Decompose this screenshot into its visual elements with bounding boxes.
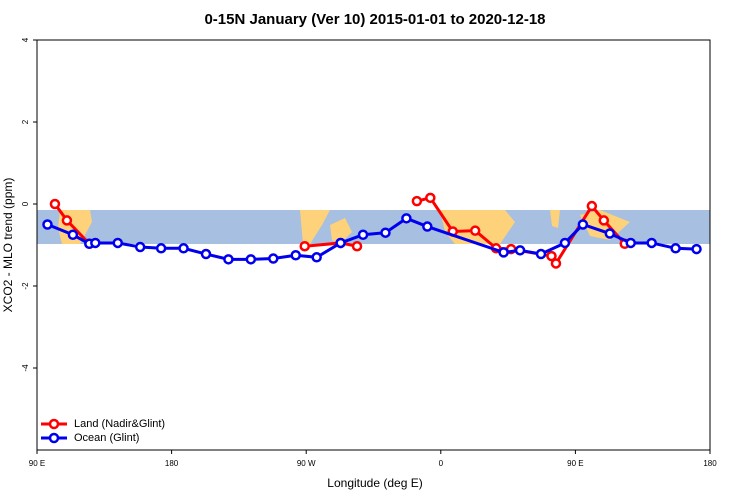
x-tick-label: 180 — [703, 459, 717, 468]
x-tick-label: 90 E — [567, 459, 583, 468]
point — [604, 228, 616, 239]
point — [646, 237, 657, 249]
y-tick-label: 2 — [21, 119, 30, 124]
point — [245, 254, 257, 265]
point — [598, 215, 610, 226]
point — [469, 225, 481, 236]
point — [290, 250, 301, 261]
legend-marker — [48, 432, 60, 444]
point — [178, 243, 189, 254]
point — [670, 243, 681, 254]
point — [535, 248, 547, 260]
point — [49, 198, 61, 210]
y-tick-label: 0 — [21, 201, 30, 206]
point — [90, 237, 101, 249]
legend-label: Ocean (Glint) — [74, 432, 139, 444]
x-tick-label: 90 E — [29, 459, 45, 468]
point — [422, 221, 433, 232]
point — [134, 241, 146, 253]
point — [155, 243, 167, 254]
point — [112, 237, 124, 249]
point — [67, 229, 79, 240]
x-tick-label: 90 W — [297, 459, 316, 468]
point — [546, 250, 557, 262]
point — [411, 195, 423, 207]
x-axis-label: Longitude (deg E) — [327, 476, 422, 490]
point — [61, 215, 73, 226]
point — [401, 213, 412, 224]
point — [550, 258, 562, 269]
point — [380, 227, 391, 238]
point — [299, 240, 310, 252]
point — [691, 243, 702, 255]
point — [200, 248, 212, 260]
point — [42, 219, 53, 230]
point — [351, 240, 363, 252]
y-tick-label: -4 — [21, 364, 30, 372]
point — [625, 237, 636, 249]
point — [559, 237, 571, 249]
land — [300, 210, 330, 244]
point — [586, 200, 598, 212]
point — [425, 192, 436, 204]
y-tick-label: -2 — [21, 282, 30, 290]
point — [514, 245, 526, 256]
legend-label: Land (Nadir&Glint) — [74, 418, 165, 430]
y-axis-label: XCO2 - MLO trend (ppm) — [1, 178, 15, 313]
point — [311, 252, 322, 263]
plot-frame — [36, 39, 711, 451]
y-tick-label: 4 — [21, 37, 30, 42]
chart-title: 0-15N January (Ver 10) 2015-01-01 to 202… — [204, 11, 545, 28]
point — [577, 219, 589, 230]
point — [498, 247, 509, 258]
point — [268, 253, 279, 264]
point — [335, 237, 346, 249]
x-tick-label: 0 — [439, 459, 444, 468]
point — [223, 254, 234, 265]
point — [357, 229, 369, 240]
x-tick-label: 180 — [165, 459, 179, 468]
legend-marker — [48, 418, 60, 430]
land — [550, 210, 560, 228]
land — [330, 218, 352, 244]
